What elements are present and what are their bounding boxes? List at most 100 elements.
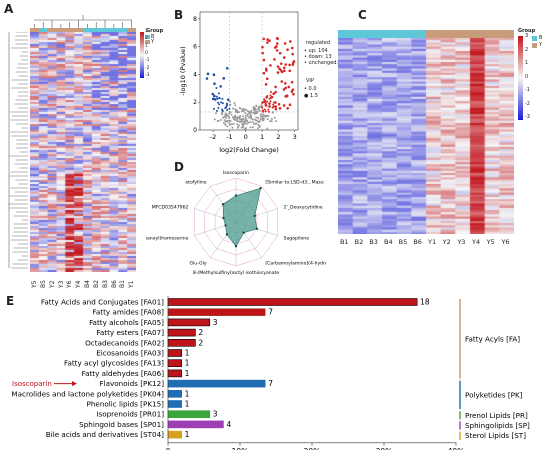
bar-value-label: 18 (420, 298, 430, 307)
column-label-c: B5 (398, 238, 408, 246)
volcano-point (259, 113, 262, 116)
group-cell-a (65, 28, 75, 32)
volcano-point (283, 42, 287, 45)
radar-label: [Carbamoylamino](4-hydroxyphenyl)acetic … (265, 260, 326, 266)
volcano-point (255, 112, 258, 115)
volcano-point (228, 100, 231, 103)
radar-point (242, 231, 245, 234)
volcano-point (260, 115, 263, 118)
volcano-point (258, 124, 261, 127)
category-label: Eicosanoids [FA03] (96, 349, 164, 358)
volcano-point (221, 108, 224, 111)
volcano-point (261, 45, 264, 49)
legend-a-group-b-swatch (145, 35, 150, 39)
volcano-point (284, 86, 288, 90)
legend-a-colorbar (140, 32, 144, 78)
volcano-point (264, 83, 268, 86)
column-label-a: B2 (92, 280, 100, 288)
legend-c-group-b-swatch (532, 36, 537, 41)
group-cell-c (382, 30, 398, 38)
bar-value-label: 1 (185, 369, 190, 378)
volcano-point (282, 66, 286, 70)
radar-point (234, 245, 238, 248)
radar-chart: Isoscoparin [Similar to:LSD-d3...Mass: 17… (146, 170, 326, 276)
volcano-point (234, 118, 237, 121)
panel-c-letter: C (358, 8, 367, 22)
volcano-point (229, 120, 232, 123)
volcano-point (241, 115, 244, 118)
volcano-point (264, 101, 267, 104)
volcano-point (215, 109, 218, 112)
legend-c-tick: -1 (525, 87, 530, 93)
legend-a-tick: -1 (145, 58, 150, 64)
radar-label: 8-(Methylsulfinyl)octyl isothiocyanate (193, 270, 280, 276)
volcano-point (244, 119, 247, 122)
bar (167, 379, 266, 388)
volcano-point (216, 97, 219, 100)
column-label-a: Y5 (31, 280, 38, 288)
volcano-point (228, 104, 231, 107)
volcano-point (276, 65, 280, 68)
legend-c-group-y: Y (539, 42, 543, 48)
volcano-point (229, 123, 232, 126)
volcano-point (214, 112, 217, 115)
volcano-point (262, 58, 266, 62)
panel-e-letter: E (6, 294, 15, 308)
radar-point (234, 194, 238, 197)
volcano-point (271, 111, 274, 114)
volcano-point (239, 107, 242, 110)
y-tick-label: 8 (193, 16, 197, 23)
bar (167, 318, 211, 327)
volcano-point (219, 85, 222, 88)
volcano-point (269, 64, 272, 67)
volcano-point (248, 115, 251, 118)
column-label-c: Y2 (442, 238, 451, 246)
x-tick-label: 10% (232, 447, 249, 450)
volcano-point (230, 123, 233, 126)
legend-c-group-b: B (539, 35, 543, 41)
heatmap-a (30, 32, 136, 272)
volcano-point (238, 124, 241, 127)
volcano-point (226, 120, 229, 123)
volcano-point (257, 116, 260, 119)
volcano-point (280, 80, 284, 83)
volcano-point (273, 58, 276, 61)
volcano-point (274, 101, 277, 104)
volcano-point (267, 110, 270, 113)
volcano-point (262, 100, 266, 104)
x-tick-label: 2 (276, 133, 280, 141)
volcano-point (286, 48, 289, 52)
volcano-point (212, 107, 215, 110)
legend-c-tick: 3 (525, 33, 529, 39)
group-cell-c (367, 30, 383, 38)
legend-up: • up: 104 (304, 48, 328, 54)
bar-value-label: 2 (198, 338, 203, 347)
volcano-point (253, 123, 256, 126)
group-cell-c (396, 30, 412, 38)
volcano-point (241, 108, 244, 111)
volcano-point (215, 87, 218, 90)
volcano-point (228, 117, 231, 120)
volcano-point (266, 114, 269, 117)
volcano-point (262, 113, 265, 116)
volcano-point (246, 110, 249, 113)
column-label-a: B3 (101, 280, 109, 288)
volcano-point (224, 114, 227, 117)
bar-value-label: 4 (226, 420, 231, 429)
group-cell-a (56, 28, 66, 32)
volcano-point (275, 49, 279, 52)
volcano-point (231, 126, 234, 129)
volcano-point (273, 46, 277, 49)
volcano-point (268, 39, 271, 42)
group-cell-c (338, 30, 354, 38)
legend-unchanged: • unchanged: 559 (304, 60, 350, 66)
category-label: Isoprenoids [PR01] (96, 410, 164, 419)
volcano-point (237, 125, 240, 128)
bar (167, 298, 418, 306)
radar-label: 0-(3-Carboxypropanoyl)homoserine (146, 235, 189, 241)
volcano-point (213, 82, 216, 85)
volcano-point (261, 51, 264, 55)
column-label-a: Y3 (57, 280, 65, 288)
volcano-point (256, 119, 259, 122)
x-tick-label: 0 (244, 133, 248, 141)
